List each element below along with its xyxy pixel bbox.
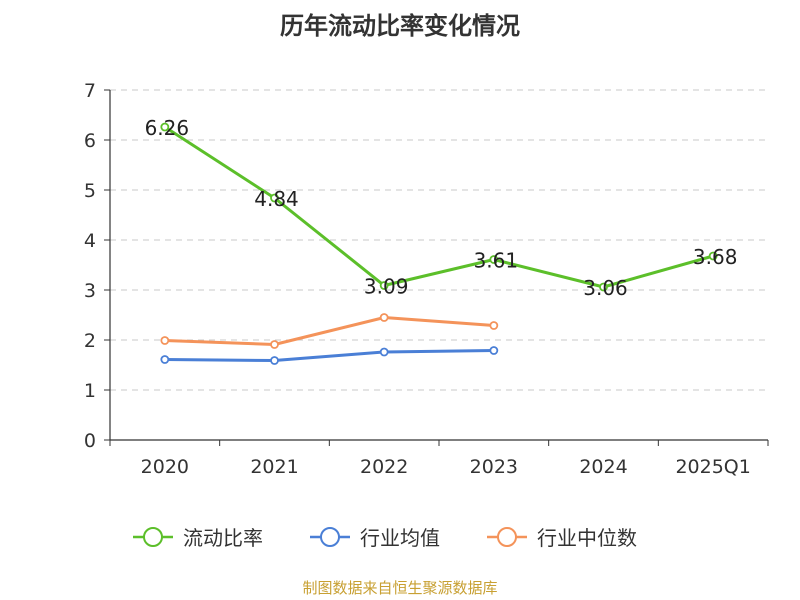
series-line-1 (164, 125, 714, 289)
x-tick-label: 2020 (141, 456, 189, 478)
data-label: 3.06 (583, 276, 628, 300)
legend-label: 流动比率 (183, 526, 263, 550)
legend-label: 行业均值 (360, 526, 440, 550)
x-tick-label: 2023 (470, 456, 518, 478)
y-tick-label: 0 (84, 430, 96, 452)
data-point (270, 356, 279, 365)
source-note: 制图数据来自恒生聚源数据库 (302, 579, 498, 597)
data-point (160, 355, 170, 364)
legend-marker (320, 527, 340, 547)
x-tick-label: 2024 (579, 456, 627, 478)
data-point (708, 251, 718, 261)
x-tick-label: 2021 (250, 456, 298, 478)
y-tick-label: 3 (84, 280, 96, 302)
y-tick-label: 1 (84, 380, 96, 402)
series-line-2 (164, 349, 494, 362)
legend-marker (143, 527, 163, 547)
data-label: 6.26 (145, 116, 190, 140)
data-point (489, 346, 499, 355)
data-point (379, 281, 389, 290)
data-point (160, 336, 170, 345)
data-point (489, 321, 499, 330)
data-label: 3.61 (474, 249, 519, 273)
y-tick-label: 7 (84, 80, 96, 102)
y-tick-label: 4 (84, 230, 96, 252)
data-point (160, 122, 170, 132)
legend-label: 行业中位数 (537, 526, 637, 550)
y-tick-label: 2 (84, 330, 96, 352)
legend-marker (497, 527, 517, 547)
x-tick-label: 2022 (360, 456, 408, 478)
y-tick-label: 5 (84, 180, 96, 202)
x-tick-label: 2025Q1 (675, 456, 750, 478)
y-tick-label: 6 (84, 130, 96, 152)
series-line-3 (164, 316, 494, 346)
data-point (489, 255, 499, 264)
data-label: 4.84 (254, 187, 299, 211)
data-label: 3.68 (693, 245, 738, 269)
data-label: 3.09 (364, 275, 409, 299)
data-point (270, 193, 279, 203)
chart-title: 历年流动比率变化情况 (280, 12, 520, 40)
data-point (270, 340, 279, 349)
data-point (379, 313, 389, 322)
data-point (599, 282, 608, 292)
data-point (379, 347, 389, 357)
